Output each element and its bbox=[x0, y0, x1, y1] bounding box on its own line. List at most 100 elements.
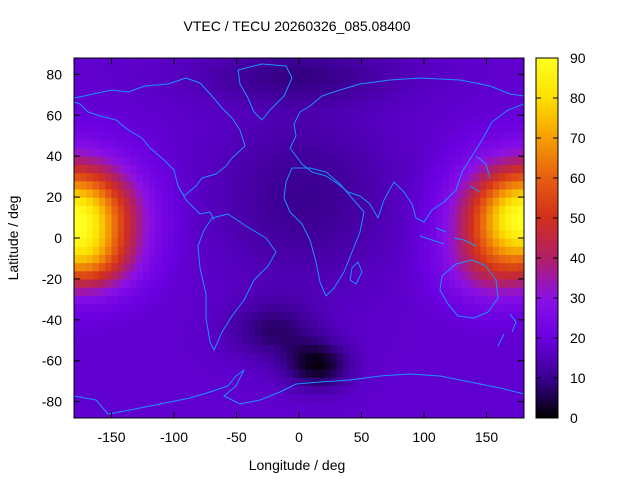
heatmap-cell bbox=[99, 287, 106, 296]
heatmap-cell bbox=[505, 352, 513, 362]
heatmap-cell bbox=[505, 295, 513, 305]
heatmap-cell bbox=[299, 393, 306, 403]
heatmap-cell bbox=[205, 238, 213, 247]
heatmap-cell bbox=[136, 246, 144, 255]
heatmap-cell bbox=[330, 107, 338, 116]
heatmap-cell bbox=[480, 205, 488, 215]
heatmap-cell bbox=[486, 246, 494, 255]
heatmap-cell bbox=[205, 107, 213, 116]
heatmap-cell bbox=[317, 90, 325, 100]
heatmap-cell bbox=[236, 352, 244, 362]
heatmap-cell bbox=[192, 246, 200, 255]
heatmap-cell bbox=[455, 148, 463, 157]
heatmap-cell bbox=[124, 295, 131, 305]
heatmap-cell bbox=[86, 58, 94, 67]
heatmap-cell bbox=[505, 287, 513, 296]
heatmap-cell bbox=[336, 123, 344, 133]
heatmap-cell bbox=[442, 319, 450, 329]
heatmap-cell bbox=[274, 238, 281, 247]
heatmap-cell bbox=[330, 401, 338, 411]
heatmap-cell bbox=[80, 377, 88, 386]
heatmap-cell bbox=[161, 246, 169, 255]
heatmap-cell bbox=[117, 385, 125, 395]
heatmap-cell bbox=[267, 278, 275, 288]
heatmap-cell bbox=[211, 180, 219, 190]
heatmap-cell bbox=[480, 254, 488, 264]
heatmap-cell bbox=[99, 246, 106, 255]
heatmap-cell bbox=[480, 319, 488, 329]
heatmap-cell bbox=[130, 328, 138, 337]
heatmap-cell bbox=[117, 90, 125, 100]
heatmap-cell bbox=[211, 246, 219, 255]
heatmap-cell bbox=[280, 148, 288, 157]
heatmap-cell bbox=[136, 328, 144, 337]
heatmap-cell bbox=[386, 107, 394, 116]
heatmap-cell bbox=[392, 328, 400, 337]
heatmap-cell bbox=[167, 401, 175, 411]
heatmap-cell bbox=[367, 205, 375, 215]
heatmap-cell bbox=[261, 148, 269, 157]
heatmap-cell bbox=[499, 66, 506, 75]
heatmap-cell bbox=[317, 295, 325, 305]
heatmap-cell bbox=[130, 156, 138, 165]
heatmap-cell bbox=[430, 270, 438, 280]
heatmap-cell bbox=[130, 188, 138, 198]
heatmap-cell bbox=[505, 401, 513, 411]
heatmap-cell bbox=[311, 172, 319, 182]
heatmap-cell bbox=[117, 344, 125, 354]
heatmap-cell bbox=[149, 74, 156, 84]
heatmap-cell bbox=[436, 107, 444, 116]
heatmap-cell bbox=[236, 197, 244, 206]
heatmap-cell bbox=[142, 336, 150, 345]
heatmap-cell bbox=[449, 287, 456, 296]
heatmap-cell bbox=[486, 238, 494, 247]
heatmap-cell bbox=[349, 409, 356, 418]
heatmap-cell bbox=[161, 90, 169, 100]
heatmap-cell bbox=[449, 180, 456, 190]
heatmap-cell bbox=[242, 74, 250, 84]
heatmap-cell bbox=[205, 344, 213, 354]
heatmap-cell bbox=[236, 246, 244, 255]
heatmap-cell bbox=[517, 319, 524, 329]
heatmap-cell bbox=[386, 197, 394, 206]
heatmap-cell bbox=[80, 401, 88, 411]
heatmap-cell bbox=[261, 107, 269, 116]
heatmap-cell bbox=[311, 221, 319, 231]
heatmap-cell bbox=[474, 188, 481, 198]
heatmap-cell bbox=[242, 107, 250, 116]
heatmap-cell bbox=[517, 74, 524, 84]
heatmap-cell bbox=[374, 246, 381, 255]
heatmap-cell bbox=[224, 254, 231, 264]
heatmap-cell bbox=[505, 148, 513, 157]
heatmap-cell bbox=[155, 278, 163, 288]
heatmap-cell bbox=[86, 107, 94, 116]
heatmap-cell bbox=[305, 180, 313, 190]
heatmap-cell bbox=[449, 295, 456, 305]
heatmap-cell bbox=[361, 393, 369, 403]
heatmap-cell bbox=[480, 82, 488, 92]
heatmap-cell bbox=[436, 311, 444, 321]
heatmap-cell bbox=[355, 238, 363, 247]
heatmap-cell bbox=[224, 188, 231, 198]
heatmap-cell bbox=[155, 254, 163, 264]
heatmap-cell bbox=[261, 205, 269, 215]
heatmap-cell bbox=[180, 287, 188, 296]
heatmap-cell bbox=[111, 238, 119, 247]
heatmap-cell bbox=[511, 98, 519, 108]
heatmap-cell bbox=[399, 98, 406, 108]
heatmap-cell bbox=[180, 328, 188, 337]
heatmap-cell bbox=[261, 303, 269, 313]
heatmap-cell bbox=[461, 287, 469, 296]
heatmap-cell bbox=[311, 270, 319, 280]
heatmap-cell bbox=[161, 213, 169, 223]
heatmap-cell bbox=[424, 139, 431, 149]
heatmap-cell bbox=[499, 311, 506, 321]
heatmap-cell bbox=[211, 262, 219, 272]
heatmap-cell bbox=[505, 58, 513, 67]
heatmap-cell bbox=[192, 311, 200, 321]
heatmap-cell bbox=[167, 377, 175, 386]
heatmap-cell bbox=[499, 328, 506, 337]
heatmap-cell bbox=[424, 148, 431, 157]
heatmap-cell bbox=[267, 131, 275, 141]
heatmap-cell bbox=[149, 123, 156, 133]
